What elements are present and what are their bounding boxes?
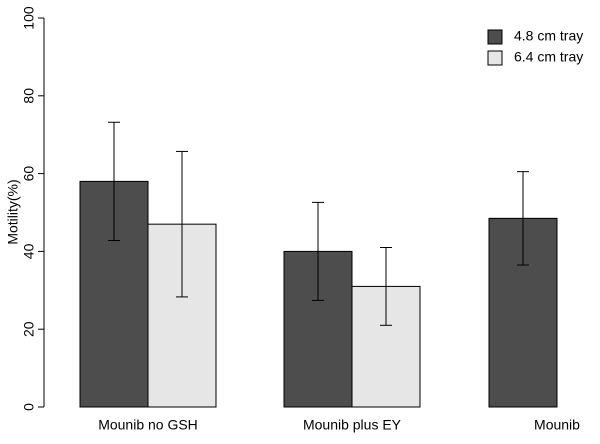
legend-swatch <box>487 29 503 45</box>
x-tick-label: Mounib no GSH <box>98 417 198 433</box>
y-tick-label: 40 <box>21 243 37 259</box>
legend-label: 6.4 cm tray <box>514 49 583 65</box>
legend-swatch <box>487 50 503 66</box>
error-bar <box>176 150 188 298</box>
y-tick-label: 60 <box>21 166 37 182</box>
y-tick-label: 20 <box>21 321 37 337</box>
x-tick-label: Mounib plus EY <box>303 417 402 433</box>
y-tick-label: 100 <box>21 6 37 30</box>
y-axis-label: Motility(%) <box>5 179 21 244</box>
y-tick-label: 0 <box>21 403 37 411</box>
error-bar <box>108 121 120 242</box>
legend-label: 4.8 cm tray <box>514 28 583 44</box>
y-tick-label: 80 <box>21 88 37 104</box>
error-bar <box>517 171 529 266</box>
error-bar <box>380 247 392 326</box>
error-bar <box>312 201 324 301</box>
x-tick-label: Mounib <box>534 417 580 433</box>
